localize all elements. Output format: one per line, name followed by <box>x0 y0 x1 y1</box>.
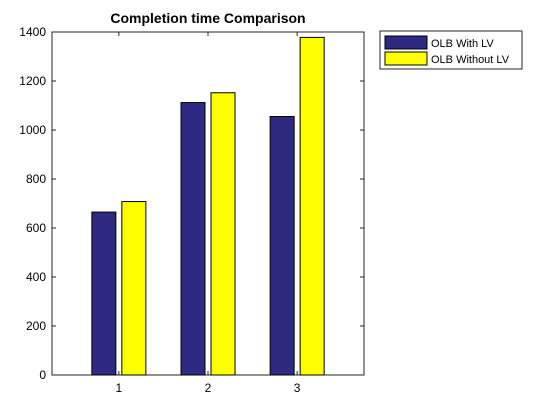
plot-area: 0 200 400 600 800 1000 1200 1400 1 2 3 <box>19 25 365 395</box>
bar-olb-without-lv-1 <box>121 201 147 376</box>
legend-label-olb-with-lv: OLB With LV <box>431 38 494 50</box>
x-tick-label: 2 <box>205 381 212 395</box>
x-axis: 1 2 3 <box>116 32 301 395</box>
bar-olb-without-lv-2 <box>210 92 236 376</box>
legend-swatch-olb-without-lv <box>384 51 428 66</box>
y-tick-label: 1400 <box>19 25 46 39</box>
y-tick-label: 200 <box>26 319 46 333</box>
bars <box>91 36 325 376</box>
bar-olb-with-lv-3 <box>269 116 295 376</box>
y-tick-label: 1000 <box>19 123 46 137</box>
y-tick-label: 400 <box>26 270 46 284</box>
bar-olb-with-lv-2 <box>180 102 206 376</box>
x-tick-label: 1 <box>116 381 123 395</box>
y-tick-label: 1200 <box>19 74 46 88</box>
legend: OLB With LV OLB Without LV <box>379 30 523 70</box>
x-tick-label: 3 <box>294 381 301 395</box>
bar-olb-without-lv-3 <box>299 36 325 376</box>
y-tick-label: 600 <box>26 221 46 235</box>
chart-title: Completion time Comparison <box>110 10 305 26</box>
bar-olb-with-lv-1 <box>91 211 117 376</box>
y-axis: 0 200 400 600 800 1000 1200 1400 <box>19 25 364 382</box>
legend-swatch-olb-with-lv <box>384 35 428 50</box>
y-tick-label: 800 <box>26 172 46 186</box>
y-tick-label: 0 <box>39 368 46 382</box>
legend-label-olb-without-lv: OLB Without LV <box>431 54 510 66</box>
